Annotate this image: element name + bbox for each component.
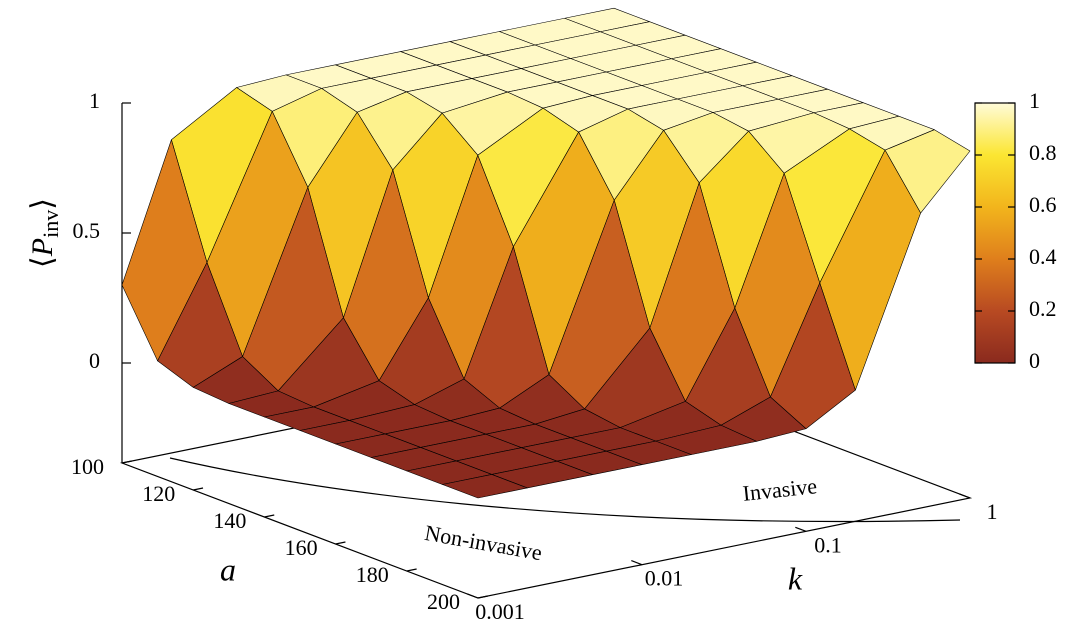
y-tick-label: 0.001: [475, 599, 525, 620]
x-tick: [264, 514, 275, 518]
y-tick: [959, 493, 971, 499]
colorbar-tick-label: 0.6: [1029, 192, 1057, 217]
x-tick: [121, 460, 132, 464]
x-tick-label: 160: [285, 535, 318, 560]
z-title-part: P: [26, 238, 59, 257]
z-title-part: ⟩: [26, 198, 59, 210]
colorbar-tick-label: 0: [1029, 348, 1040, 373]
z-tick-label: 0.5: [73, 218, 101, 243]
colorbar-tick-label: 0.8: [1029, 140, 1057, 165]
x-tick-label: 100: [71, 454, 104, 479]
y-tick-label: 0.1: [814, 532, 842, 557]
z-title-part: ⟨: [26, 256, 59, 268]
colorbar-tick-label: 0.4: [1029, 244, 1057, 269]
x-tick-label: 180: [356, 562, 389, 587]
x-tick: [193, 487, 204, 491]
boundary-curve: [169, 457, 961, 523]
y-tick: [795, 526, 807, 532]
colorbar-tick-label: 0.2: [1029, 296, 1057, 321]
y-tick-label: 0.01: [645, 566, 684, 591]
x-tick-label: 120: [142, 481, 175, 506]
annotation: Non-invasive: [423, 520, 544, 565]
z-tick-label: 1: [89, 88, 100, 113]
y-tick: [631, 560, 643, 566]
colorbar-tick-label: 1: [1029, 88, 1040, 113]
y-tick: [467, 593, 479, 599]
y-tick-label: 1: [987, 499, 998, 524]
surface-facet: [442, 474, 528, 499]
x-tick-label: 200: [427, 589, 460, 614]
x-tick: [406, 568, 417, 572]
x-tick: [335, 541, 346, 545]
x-tick: [477, 595, 488, 599]
z-title-part: inv: [38, 210, 63, 238]
x-axis-title: a: [220, 551, 236, 587]
colorbar: [974, 102, 1016, 364]
z-axis-title: ⟨Pinv⟩: [26, 198, 63, 268]
x-tick-label: 140: [213, 508, 246, 533]
z-tick-label: 0: [89, 348, 100, 373]
annotation: Invasive: [741, 473, 818, 506]
y-axis-title: k: [788, 560, 803, 596]
